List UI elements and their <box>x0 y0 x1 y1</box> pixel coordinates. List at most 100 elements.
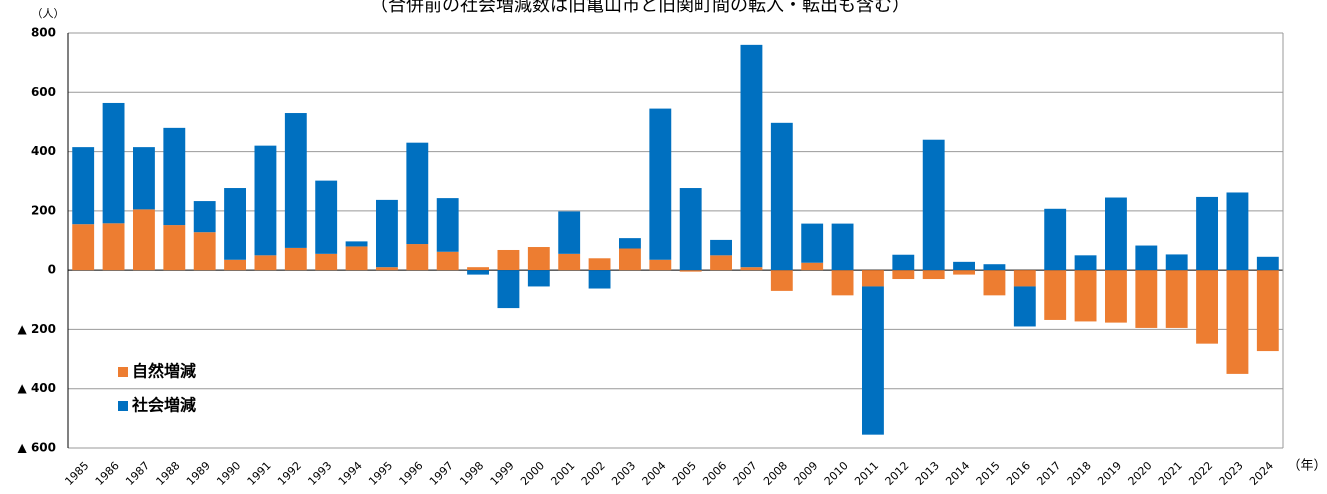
bar <box>831 223 854 271</box>
bar <box>406 142 429 245</box>
bar <box>224 259 246 271</box>
bar <box>102 223 125 271</box>
bar <box>862 270 884 287</box>
bar <box>983 264 1006 271</box>
x-tick-label: 2009 <box>791 459 820 488</box>
bar <box>619 248 641 271</box>
bar <box>1105 270 1127 323</box>
y-tick-label: 400 <box>31 144 56 158</box>
x-tick-label: 2018 <box>1065 459 1094 488</box>
bar <box>619 238 641 249</box>
x-tick-label: 1999 <box>488 459 517 488</box>
bar <box>740 267 763 271</box>
bar <box>467 270 489 275</box>
bar <box>72 224 95 271</box>
bar <box>345 241 368 247</box>
bar <box>1165 254 1188 271</box>
bar <box>892 270 915 280</box>
x-tick-label: 2008 <box>761 459 790 488</box>
bar <box>436 251 459 271</box>
bar <box>770 122 793 271</box>
x-tick-label: 2002 <box>579 459 608 488</box>
bar <box>163 127 186 226</box>
y-tick-label: 800 <box>31 26 56 40</box>
bar <box>801 262 824 271</box>
x-tick-label: 1989 <box>184 459 213 488</box>
x-axis-label: （年） <box>1287 459 1326 474</box>
bar <box>376 199 398 268</box>
y-tick-label: ▲ 400 <box>18 381 56 395</box>
x-tick-label: 2003 <box>609 459 638 488</box>
y-tick-label: ▲ 600 <box>18 441 56 455</box>
bar <box>224 188 246 260</box>
bar <box>892 254 915 271</box>
x-tick-label: 2006 <box>700 459 729 488</box>
bar <box>679 188 702 271</box>
x-tick-label: 2016 <box>1004 459 1033 488</box>
bar <box>193 201 216 233</box>
bar <box>862 286 884 435</box>
bar <box>770 270 793 291</box>
y-tick-label: 0 <box>48 263 56 277</box>
x-tick-label: 2021 <box>1156 459 1185 488</box>
bar <box>284 113 307 248</box>
x-tick-label: 2013 <box>913 459 942 488</box>
y-tick-label: 200 <box>31 203 56 217</box>
bar <box>254 255 277 271</box>
bar <box>953 261 975 271</box>
bar <box>345 246 368 271</box>
bar <box>1044 270 1067 320</box>
x-tick-label: 1988 <box>154 459 183 488</box>
bar <box>558 211 581 254</box>
bar <box>1105 197 1127 271</box>
x-tick-label: 2020 <box>1126 459 1155 488</box>
x-tick-label: 2001 <box>548 459 577 488</box>
bar <box>527 247 550 271</box>
bar <box>831 270 854 296</box>
x-tick-label: 1986 <box>93 459 122 488</box>
bar <box>193 232 216 271</box>
bar <box>133 209 155 271</box>
bar <box>1256 270 1279 352</box>
x-tick-label: 2010 <box>822 459 851 488</box>
bar <box>133 147 155 210</box>
x-tick-label: 1985 <box>62 459 91 488</box>
bar <box>1256 256 1279 271</box>
x-tick-label: 2022 <box>1186 459 1215 488</box>
x-tick-label: 2015 <box>974 459 1003 488</box>
x-tick-label: 2019 <box>1095 459 1124 488</box>
bar <box>72 147 95 225</box>
bar <box>649 108 672 260</box>
bar <box>1074 270 1097 322</box>
x-tick-label: 1996 <box>397 459 426 488</box>
bar <box>1013 270 1036 287</box>
x-tick-label: 1998 <box>457 459 486 488</box>
x-tick-label: 1992 <box>275 459 304 488</box>
bar <box>1135 245 1158 271</box>
y-tick-label: 600 <box>31 85 56 99</box>
bar <box>1226 270 1249 374</box>
y-tick-label: ▲ 200 <box>18 322 56 336</box>
bar <box>406 244 429 271</box>
bar <box>1196 270 1218 344</box>
chart-subtitle: （合併前の社会増減数は旧亀山市と旧関町間の転入・転出も含む） <box>370 0 910 16</box>
bar <box>983 270 1006 296</box>
x-tick-label: 2012 <box>883 459 912 488</box>
bar <box>436 198 459 252</box>
bar <box>315 180 338 254</box>
x-tick-label: 1993 <box>305 459 334 488</box>
bar <box>588 258 611 271</box>
bar <box>1013 286 1036 327</box>
x-tick-label: 2024 <box>1247 459 1276 488</box>
bar <box>558 253 581 271</box>
bar <box>1165 270 1188 328</box>
x-tick-label: 2004 <box>640 459 669 488</box>
bar <box>1135 270 1158 328</box>
bar <box>740 44 763 268</box>
bar <box>315 253 338 271</box>
bar <box>376 267 398 271</box>
bar <box>710 239 732 256</box>
bar <box>1226 192 1249 271</box>
bar <box>649 259 672 271</box>
